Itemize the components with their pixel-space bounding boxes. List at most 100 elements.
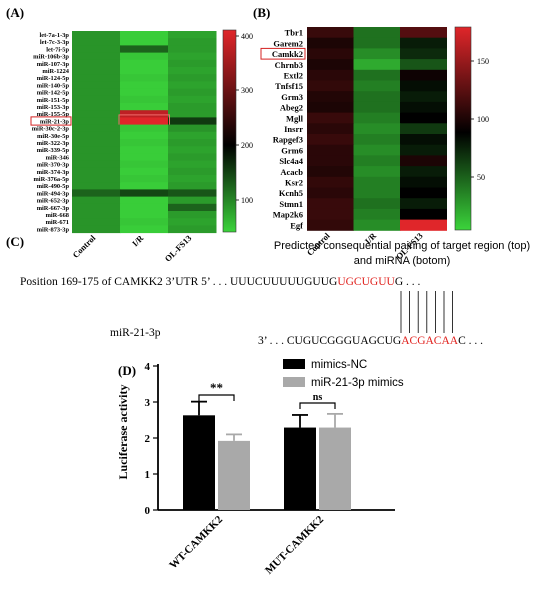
heatmap-a-cell [168,52,217,61]
heatmap-a-cell [120,146,169,154]
significance-bracket [299,402,336,409]
heatmap-a-row-label: let-7i-5p [46,46,69,53]
heatmap-a-cell [72,153,121,162]
heatmap-a-cell [168,124,217,133]
colorbar-b-tick-label: 50 [477,173,485,182]
heatmap-a-cell [120,189,169,198]
heatmap-b-cell [353,155,401,167]
heatmap-b-cell [400,219,447,231]
heatmap-a-col-label: OL-FS13 [163,233,194,264]
y-tick-label: 2 [145,433,151,445]
highlight-box-b [260,47,306,60]
heatmap-a-cell [168,160,217,169]
panel-c-label: (C) [6,234,24,249]
pairing-title-line2: and miRNA (botom) [354,255,451,267]
heatmap-b-row-label: Garem2 [273,38,303,48]
heatmap-a-cell [120,110,169,118]
heatmap-a-cell [120,95,169,104]
heatmap-a-cell [120,175,169,183]
heatmap-b-row-label: Grm6 [281,145,303,155]
heatmap-b-cell [307,144,354,156]
mirna-suffix: C . . . [458,335,483,347]
significance-label: ** [210,380,223,395]
bar-chart-d: 0 1 2 3 4 Luciferase activity WT-CAMKK2 MUT-CAM… [116,359,404,577]
heatmap-b-cell [307,198,354,210]
heatmap-a-cell [72,59,121,68]
legend-swatch [283,359,305,369]
heatmap-a-cell [168,218,217,226]
heatmap-a-cell [120,225,169,234]
heatmap-a-cell [120,182,169,190]
heatmap-b-cell [307,69,354,81]
heatmap-a-cell [168,45,217,54]
heatmap-a-cell [72,74,121,82]
heatmap-b-cell [400,48,447,60]
heatmap-a-cell [72,52,121,61]
colorbar-a-tick-label: 100 [241,196,253,205]
bar [319,427,351,510]
colorbar-a: 400 300 200 100 [222,29,253,233]
heatmap-a-cell [120,38,169,46]
heatmap-a: let-7a-1-3plet-7c-3-3plet-7i-5pmiR-106b-… [30,31,217,264]
heatmap-a-cell [72,196,121,205]
heatmap-a-cell [120,218,169,226]
x-tick-label: WT-CAMKK2 [167,513,225,571]
heatmap-a-cell [120,196,169,205]
heatmap-b-cell [307,101,354,114]
heatmap-b-cell [400,37,447,49]
heatmap-a-cell [168,182,217,190]
heatmap-a-cell [120,124,169,133]
heatmap-a-col-label: I/R [130,232,146,248]
heatmap-a-row-label: miR-346 [46,154,70,161]
heatmap-a-cell [72,117,121,126]
heatmap-a-row-label: miR-490-5p [37,183,70,190]
heatmap-b-cell [353,37,401,49]
heatmap-a-cell [120,31,169,39]
heatmap-b-cell [353,208,401,221]
heatmap-a-cell [72,182,121,190]
heatmap-b-cell [400,91,447,103]
heatmap-a-cell [72,95,121,104]
heatmap-b-cell [307,37,354,49]
colorbar-b-tick-label: 100 [477,115,489,124]
heatmap-b-row-label: Mgll [286,113,304,123]
heatmap-a-cell [168,103,217,111]
mirna-sequence: 3’ . . . CUGUCGGGUAGCUGACGACAAC . . . [258,335,483,347]
heatmap-b-row-label: Tbr1 [285,28,303,38]
heatmap-b-cell [353,187,401,199]
heatmap-b-row-label: Map2k6 [273,210,303,220]
heatmap-b-row-label: Camkk2 [272,49,303,59]
heatmap-b-cell [353,27,401,39]
bar [218,440,250,510]
heatmap-a-row-label: miR-153-3p [37,104,70,111]
heatmap-a-cell [120,131,169,140]
heatmap-a-row-label: miR-124-5p [37,75,70,82]
heatmap-b-cell [307,27,354,39]
heatmap-b-cell [400,134,447,146]
heatmap-a-cell [72,31,121,39]
heatmap-b-row-label: Stmn1 [279,199,303,209]
x-tick-label: MUT-CAMKK2 [263,513,326,576]
heatmap-a-row-label: miR-873-3p [37,226,70,233]
heatmap-a-row-label: miR-668 [46,212,69,219]
heatmap-b-cell [353,101,401,114]
heatmap-a-cell [120,139,169,147]
heatmap-a-row-label: miR-142-5p [37,90,70,97]
colorbar-a-tick-label: 300 [241,86,253,95]
heatmap-a-cell [72,146,121,154]
heatmap-b-cell [353,176,401,188]
sequence-pairing: Predicted consequential pairing of targe… [20,240,530,347]
heatmap-b-cell [307,48,354,60]
heatmap-b-cell [353,123,401,135]
heatmap-b-cell [400,155,447,167]
target-seed-region: UGCUGUU [337,276,395,288]
heatmap-a-row-label: miR-374-3p [37,169,70,176]
heatmap-b-cell [400,144,447,156]
heatmap-b-row-label: Extl2 [284,71,303,81]
target-suffix: G . . . [395,276,421,288]
heatmap-b-row-label: Abeg2 [280,103,303,113]
heatmap-b-cell [353,48,401,60]
mirna-name: miR-21-3p [110,327,161,339]
heatmap-b-cell [400,187,447,199]
